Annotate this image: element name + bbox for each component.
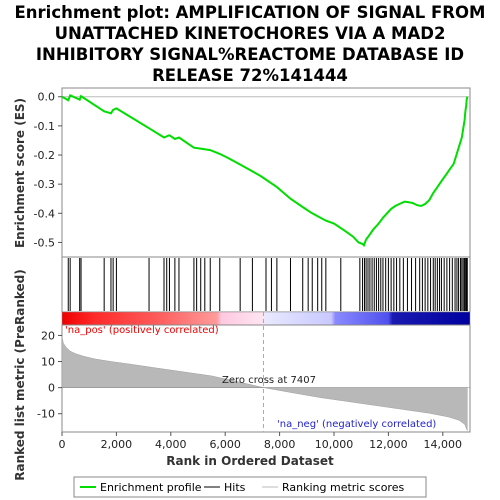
enrichment-profile-line bbox=[61, 93, 469, 248]
x-tick-label: 2,000 bbox=[101, 438, 133, 451]
x-tick-label: 8,000 bbox=[264, 438, 296, 451]
metric-y-tick-label: -10 bbox=[37, 408, 55, 421]
x-tick-label: 14,000 bbox=[424, 438, 463, 451]
chart-title: Enrichment plot: AMPLIFICATION OF SIGNAL… bbox=[15, 3, 486, 85]
x-axis-label: Rank in Ordered Dataset bbox=[166, 454, 334, 468]
na-neg-label: 'na_neg' (negatively correlated) bbox=[277, 419, 436, 430]
x-axis: 0 2,000 4,000 6,000 8,000 10,000 12,000 14,000 bbox=[59, 432, 463, 451]
x-tick-label: 10,000 bbox=[315, 438, 354, 451]
ranking-metric-area bbox=[61, 336, 468, 431]
es-y-tick-label: -0.4 bbox=[34, 207, 55, 220]
x-tick-label: 6,000 bbox=[209, 438, 241, 451]
es-y-axis: 0.0 -0.1 -0.2 -0.3 -0.4 -0.5 bbox=[34, 91, 62, 249]
metric-y-axis-label: Ranked list metric (PreRanked) bbox=[13, 269, 27, 481]
hits-lines bbox=[67, 258, 468, 311]
zero-cross-label: Zero cross at 7407 bbox=[222, 375, 316, 386]
chart-title-line: UNATTACHED KINETOCHORES VIA A MAD2 bbox=[55, 24, 446, 43]
es-y-tick-label: -0.2 bbox=[34, 149, 55, 162]
es-y-axis-label: Enrichment score (ES) bbox=[13, 98, 27, 248]
es-y-tick-label: 0.0 bbox=[38, 91, 56, 104]
metric-y-tick-label: 20 bbox=[41, 329, 55, 342]
legend-label-ranking-metric: Ranking metric scores bbox=[282, 481, 404, 494]
metric-y-tick-label: 10 bbox=[41, 356, 55, 369]
ranked-color-bar bbox=[61, 311, 471, 326]
legend-label-enrichment-profile: Enrichment profile bbox=[100, 481, 202, 494]
es-y-tick-label: -0.5 bbox=[34, 236, 55, 249]
metric-y-axis: 20 10 0 -10 bbox=[37, 329, 62, 421]
es-y-tick-label: -0.3 bbox=[34, 178, 55, 191]
chart-title-line: Enrichment plot: AMPLIFICATION OF SIGNAL… bbox=[15, 3, 486, 22]
x-tick-label: 0 bbox=[59, 438, 66, 451]
legend-label-hits: Hits bbox=[224, 481, 246, 494]
legend-frame bbox=[73, 476, 427, 498]
legend: Enrichment profile Hits Ranking metric s… bbox=[73, 476, 427, 498]
es-y-tick-label: -0.1 bbox=[34, 120, 55, 133]
chart-title-line: RELEASE 72%141444 bbox=[152, 66, 348, 85]
chart-title-line: INHIBITORY SIGNAL%REACTOME DATABASE ID bbox=[36, 45, 464, 64]
x-tick-label: 4,000 bbox=[155, 438, 187, 451]
metric-y-tick-label: 0 bbox=[48, 382, 55, 395]
x-tick-label: 12,000 bbox=[369, 438, 408, 451]
na-pos-label: 'na_pos' (positively correlated) bbox=[65, 325, 219, 336]
